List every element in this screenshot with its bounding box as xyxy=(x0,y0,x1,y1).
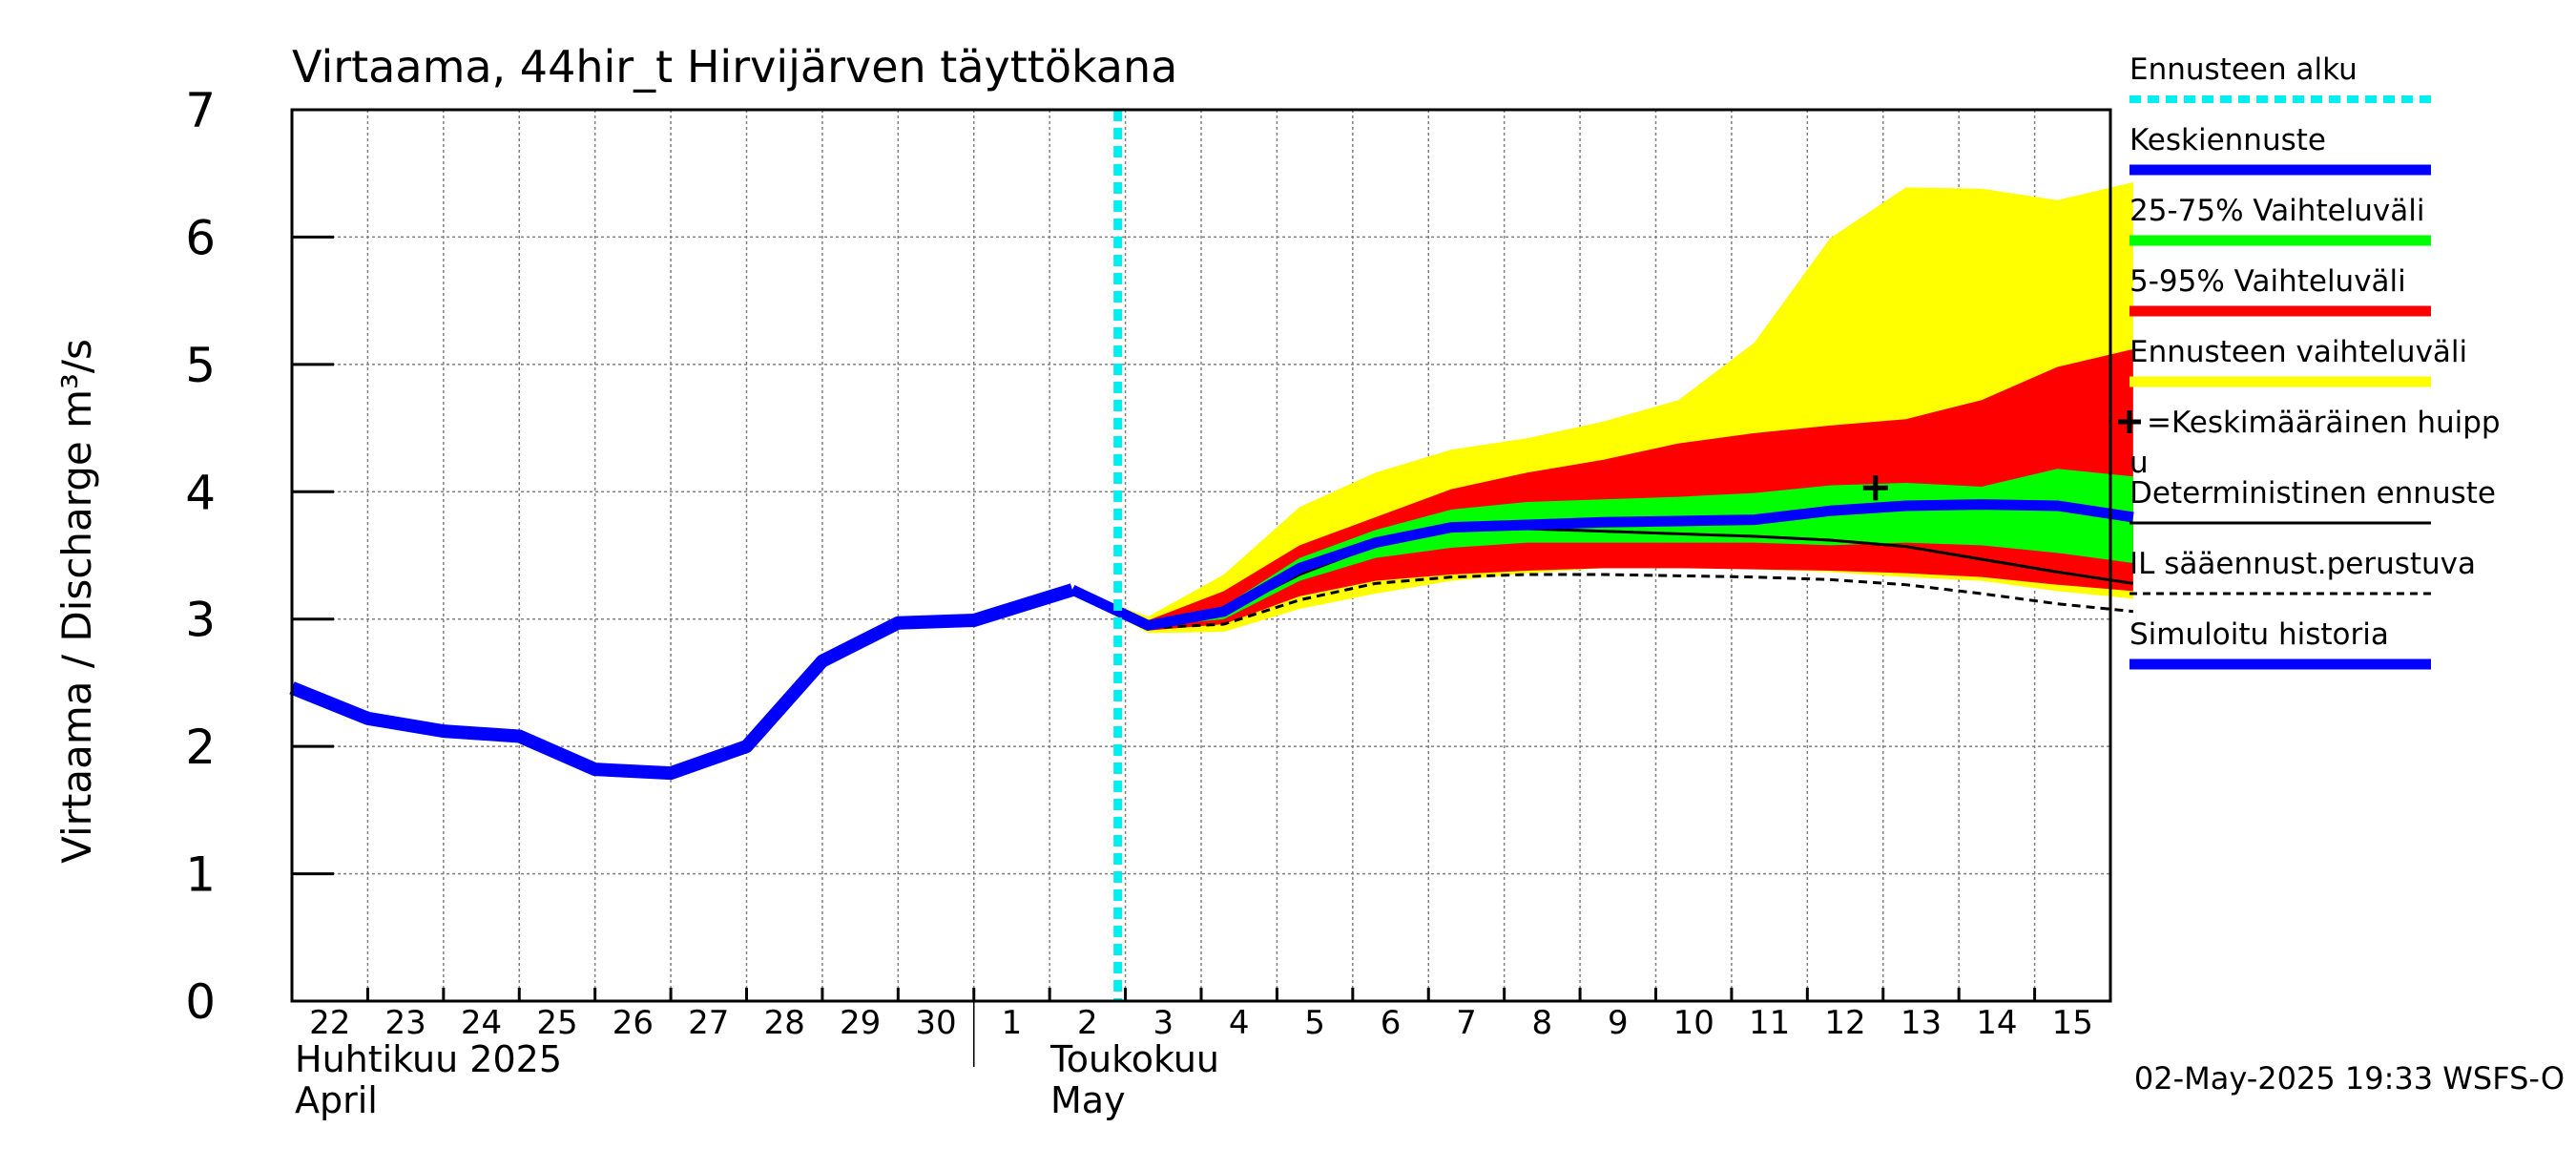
month-label-april-fi: Huhtikuu 2025 xyxy=(295,1038,562,1080)
x-tick-label: 28 xyxy=(764,1004,805,1042)
x-tick-label: 5 xyxy=(1304,1004,1325,1042)
y-tick-label: 2 xyxy=(185,720,216,775)
x-tick-label: 10 xyxy=(1673,1004,1714,1042)
x-tick-label: 27 xyxy=(688,1004,729,1042)
x-tick-label: 30 xyxy=(915,1004,956,1042)
y-tick-label: 3 xyxy=(185,593,216,648)
x-tick-label: 23 xyxy=(384,1004,426,1042)
x-tick-label: 26 xyxy=(613,1004,654,1042)
y-tick-label: 5 xyxy=(185,338,216,393)
y-tick-labels: 0 1 2 3 4 5 6 7 xyxy=(185,83,216,1030)
y-tick-label: 1 xyxy=(185,847,216,903)
month-label-may-fi: Toukokuu xyxy=(1049,1038,1219,1080)
chart-title: Virtaama, 44hir_t Hirvijärven täyttökana xyxy=(292,41,1177,93)
y-tick-label: 7 xyxy=(185,83,216,138)
x-tick-label: 8 xyxy=(1532,1004,1553,1042)
y-axis-label: Virtaama / Discharge m³/s xyxy=(53,339,100,864)
x-tick-label: 9 xyxy=(1608,1004,1629,1042)
x-tick-label: 24 xyxy=(461,1004,502,1042)
x-tick-label: 4 xyxy=(1229,1004,1250,1042)
series-keskiennuste xyxy=(1070,499,2134,631)
x-tick-label: 15 xyxy=(2052,1004,2093,1042)
footer-timestamp: 02-May-2025 19:33 WSFS-O xyxy=(2134,1060,2565,1097)
axes xyxy=(290,108,2112,1067)
legend-label: Ennusteen alku xyxy=(2129,52,2358,87)
legend-label: 5-95% Vaihteluväli xyxy=(2129,264,2406,299)
y-tick-label: 0 xyxy=(185,974,216,1030)
x-tick-label: 12 xyxy=(1824,1004,1865,1042)
x-tick-labels: 22 23 24 25 26 27 28 29 30 1 2 3 4 5 6 7 8 9 10 11 12 13 14 15 xyxy=(309,1004,2093,1042)
x-tick-label: 1 xyxy=(1002,1004,1023,1042)
x-tick-label: 25 xyxy=(536,1004,577,1042)
legend-label: Ennusteen vaihteluväli xyxy=(2129,335,2467,369)
month-label-april-en: April xyxy=(295,1079,378,1121)
x-tick-label: 13 xyxy=(1901,1004,1942,1042)
y-tick-label: 4 xyxy=(185,465,216,520)
x-tick-label: 6 xyxy=(1381,1004,1402,1042)
legend-label: 25-75% Vaihteluväli xyxy=(2129,194,2425,228)
x-tick-label: 29 xyxy=(840,1004,881,1042)
month-label-may-en: May xyxy=(1050,1079,1126,1121)
legend-label: IL sääennust.perustuva xyxy=(2129,547,2476,581)
x-tick-label: 2 xyxy=(1077,1004,1098,1042)
legend-label: Keskiennuste xyxy=(2129,123,2326,157)
series-lines xyxy=(289,110,2134,1001)
x-tick-label: 22 xyxy=(309,1004,350,1042)
legend-label: Simuloitu historia xyxy=(2129,617,2389,652)
x-tick-label: 14 xyxy=(1976,1004,2017,1042)
x-tick-label: 3 xyxy=(1153,1004,1174,1042)
series-il-saaennuste xyxy=(1071,573,2133,630)
legend-label: =Keskimääräinen huipp xyxy=(2147,406,2501,440)
legend: Ennusteen alku Keskiennuste 25-75% Vaihtel… xyxy=(2118,52,2501,670)
y-tick-label: 6 xyxy=(185,210,216,265)
x-tick-label: 11 xyxy=(1749,1004,1790,1042)
legend-label-wrap: u xyxy=(2129,446,2149,480)
legend-label: Deterministinen ennuste xyxy=(2129,476,2496,511)
series-simuloitu-historia xyxy=(289,583,1075,781)
x-tick-label: 7 xyxy=(1456,1004,1477,1042)
